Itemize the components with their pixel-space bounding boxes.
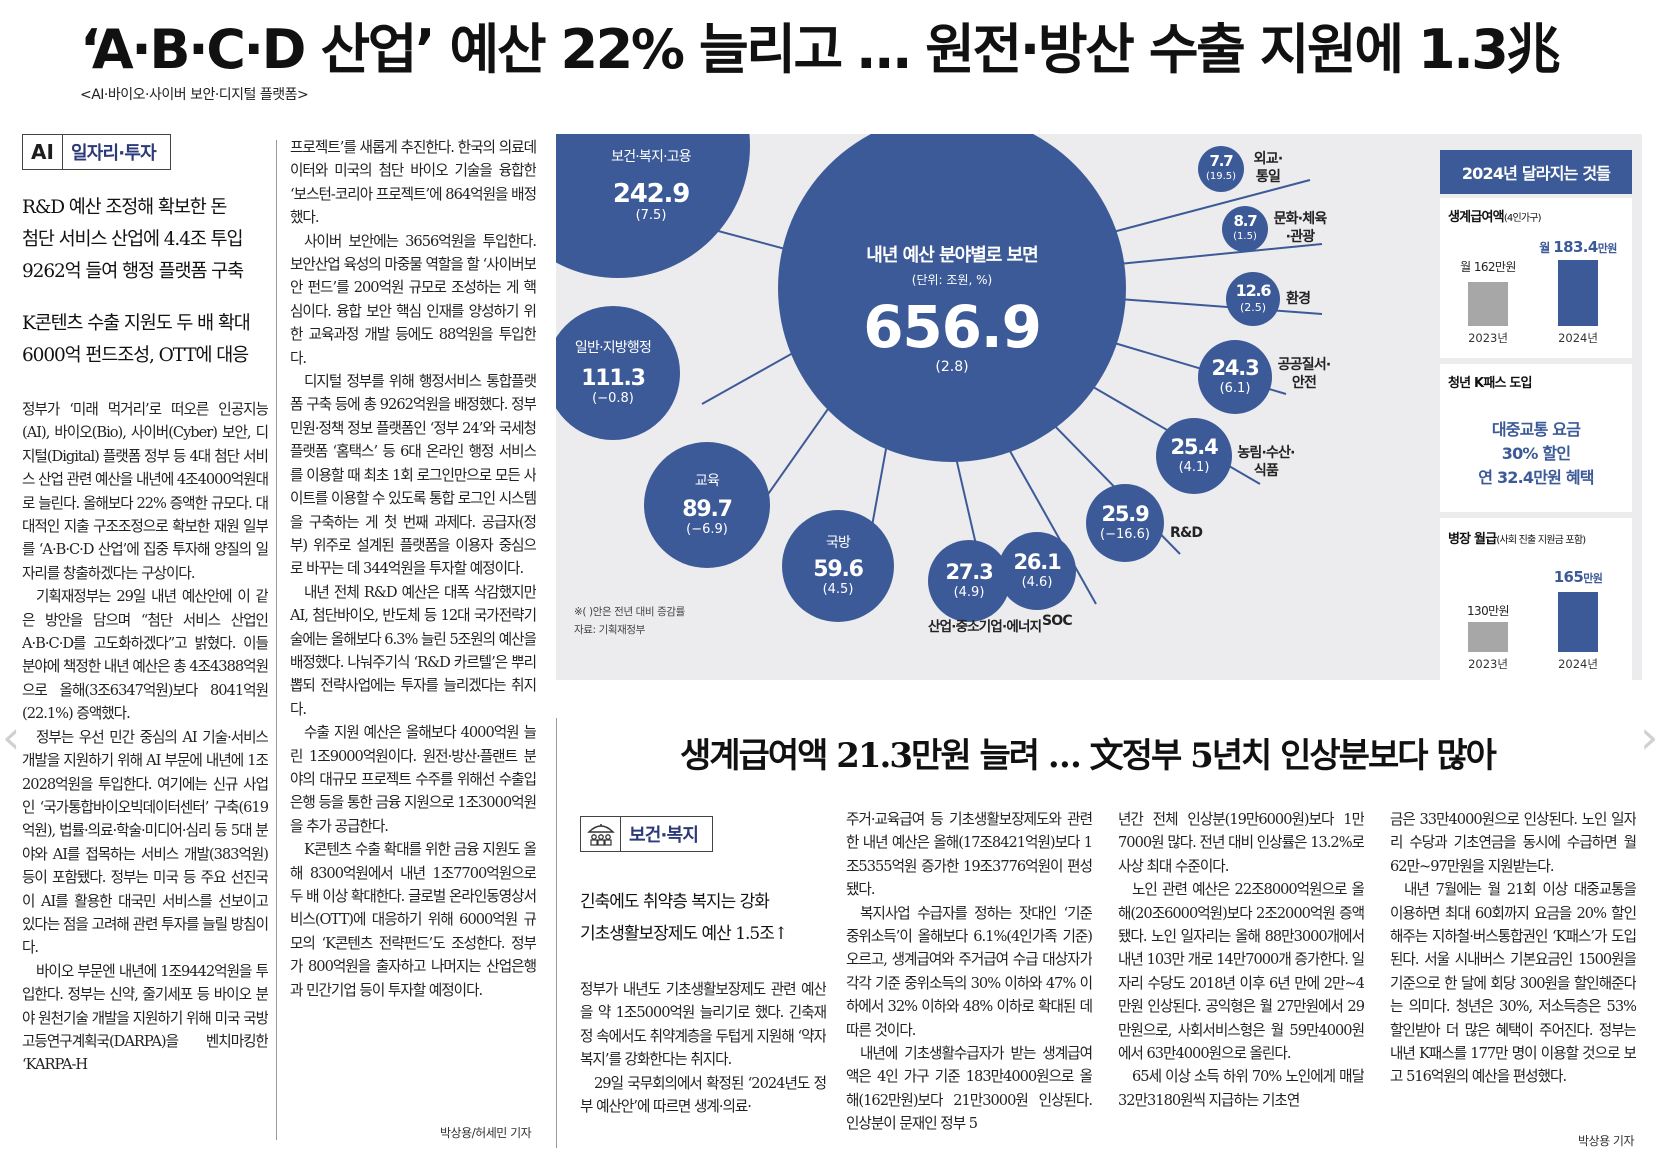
bar-2023	[1468, 282, 1508, 326]
paragraph: 내년 7월에는 월 21회 이상 대중교통을 이용하면 최대 60회까지 요금을…	[1390, 881, 1636, 1086]
bubble-education: 교육 89.7 (−6.9)	[644, 442, 770, 568]
bubble-foreign-affairs: 7.7 (19.5)	[1198, 146, 1244, 192]
chevron-left-icon[interactable]: ‹	[2, 710, 21, 764]
chevron-right-icon[interactable]: ›	[1640, 710, 1659, 764]
column-divider	[556, 718, 557, 1148]
paragraph: 65세 이상 소득 하위 70% 노인에게 매달 32만3180원씩 지급하는 …	[1118, 1068, 1364, 1109]
section-label: 보건·복지	[629, 825, 699, 846]
box-title: 청년 K패스 도입	[1448, 376, 1532, 391]
article2-column-3: 년간 전체 인상분(19만6000원)보다 1만7000원 많다. 전년 대비 …	[1118, 808, 1364, 1158]
article2-column-2: 주거·교육급여 등 기초생활보장제도와 관련한 내년 예산은 올해(17조842…	[846, 808, 1092, 1158]
paragraph: 프로젝트’를 새롭게 추진한다. 한국의 의료데이터와 미국의 첨단 바이오 기…	[290, 139, 536, 227]
year-label: 2023년	[1468, 331, 1508, 345]
headline-subhead: <AI·바이오·사이버 보안·디지털 플랫폼>	[80, 87, 309, 103]
paragraph: 바이오 부문엔 내년에 1조9442억원을 투입한다. 정부는 신약, 줄기세포…	[22, 962, 268, 1074]
article2-headline: 생계급여액 21.3만원 늘려 … 文정부 5년치 인상분보다 많아	[680, 736, 1497, 776]
panel-box-kpass: 청년 K패스 도입 대중교통 요금 30% 할인 연 32.4만원 혜택	[1440, 364, 1632, 512]
paragraph: 기획재정부는 29일 내년 예산안에 이 같은 방안을 담으며 “첨단 서비스 …	[22, 588, 268, 723]
panel-title: 2024년 달라지는 것들	[1440, 150, 1632, 194]
byline: 박상용 기자	[1578, 1134, 1635, 1148]
year-label: 2024년	[1558, 657, 1598, 671]
label-public-order: 공공질서·안전	[1277, 357, 1332, 391]
bubble-environment: 12.6 (2.5)	[1226, 272, 1280, 326]
section-label: 일자리·투자	[71, 143, 157, 164]
paragraph: 사이버 보안에는 3656억원을 투입한다. 보안산업 육성의 마중물 역할을 …	[290, 232, 536, 367]
box-title: 생계급여액(4인가구)	[1448, 210, 1542, 225]
bubble-culture: 8.7 (1.5)	[1222, 206, 1268, 252]
deck-article2: 긴축에도 취약층 복지는 강화 기초생활보장제도 예산 1.5조↑	[580, 892, 788, 944]
people-umbrella-icon	[581, 817, 621, 851]
paragraph: 노인 관련 예산은 22조8000억원으로 올해(20조6000억원)보다 2조…	[1118, 881, 1364, 1063]
label-soc: SOC	[1042, 613, 1073, 629]
deck-line: 9262억 들여 행정 플랫폼 구축	[22, 261, 244, 282]
article1-column-2: 프로젝트’를 새롭게 추진한다. 한국의 의료데이터와 미국의 첨단 바이오 기…	[290, 136, 536, 1118]
article2-column-4: 금은 33만4000원으로 인상된다. 노인 일자리 수당과 기초연금을 동시에…	[1390, 808, 1636, 1136]
ai-icon: AI	[23, 135, 63, 169]
section-tag-welfare: 보건·복지	[580, 816, 714, 852]
deck-line: 첨단 서비스 산업에 4.4조 투입	[22, 229, 243, 250]
panel-box-livelihood: 생계급여액(4인가구) 월 162만원 월 183.4만원 2023년 2024…	[1440, 198, 1632, 358]
bubble-soc: 26.1 (4.6)	[998, 532, 1076, 610]
bar-value-2024: 월 183.4만원	[1539, 238, 1617, 256]
paragraph: 수출 지원 예산은 올해보다 4000억원 늘린 1조9000억원이다. 원전·…	[290, 724, 536, 835]
box-title: 병장 월급(사회 진출 지원금 포함)	[1448, 532, 1586, 547]
label-culture: 문화·체육·관광	[1273, 211, 1328, 245]
section-tag-jobs: AI 일자리·투자	[22, 134, 171, 170]
label-rnd: R&D	[1170, 525, 1203, 541]
paragraph: K콘텐츠 수출 확대를 위한 금융 지원도 올해 8300억원에서 내년 1조7…	[290, 841, 536, 999]
year-label: 2024년	[1558, 331, 1598, 345]
paragraph: 복지사업 수급자를 정하는 잣대인 ‘기준 중위소득’이 올해보다 6.1%(4…	[846, 904, 1092, 1039]
paragraph: 년간 전체 인상분(19만6000원)보다 1만7000원 많다. 전년 대비 …	[1118, 811, 1364, 875]
paragraph: 정부가 ‘미래 먹거리’로 떠오른 인공지능(AI), 바이오(Bio), 사이…	[22, 401, 268, 582]
chart-note: ※( )안은 전년 대비 증감률	[574, 606, 685, 618]
paragraph: 내년 전체 R&D 예산은 대폭 삭감했지만 AI, 첨단바이오, 반도체 등 …	[290, 583, 536, 718]
paragraph: 내년에 기초생활수급자가 받는 생계급여액은 4인 가구 기준 183만4000…	[846, 1045, 1092, 1133]
bubble-general-admin: 일반·지방행정 111.3 (−0.8)	[556, 306, 680, 440]
bubble-agriculture: 25.4 (4.1)	[1156, 418, 1232, 494]
bubble-rnd: 25.9 (−16.6)	[1086, 484, 1164, 562]
paragraph: 정부가 내년도 기초생활보장제도 관련 예산을 약 1조5000억원 늘리기로 …	[580, 981, 826, 1069]
paragraph: 디지털 정부를 위해 행정서비스 통합플랫폼 구축 등에 총 9262억원을 배…	[290, 373, 536, 578]
year-label: 2023년	[1468, 657, 1508, 671]
chart-source: 자료: 기획재정부	[574, 624, 645, 636]
article1-column-1: 정부가 ‘미래 먹거리’로 떠오른 인공지능(AI), 바이오(Bio), 사이…	[22, 398, 268, 1148]
panel-box-soldier-pay: 병장 월급(사회 진출 지원금 포함) 130만원 165만원 2023년 20…	[1440, 518, 1632, 680]
label-industry: 산업·중소기업·에너지	[928, 619, 1042, 635]
bar-value-2023: 130만원	[1467, 604, 1510, 618]
column-divider	[276, 140, 277, 1140]
article2-column-1: 정부가 내년도 기초생활보장제도 관련 예산을 약 1조5000억원 늘리기로 …	[580, 978, 826, 1158]
bubble-public-order: 24.3 (6.1)	[1198, 340, 1272, 414]
paragraph: 금은 33만4000원으로 인상된다. 노인 일자리 수당과 기초연금을 동시에…	[1390, 811, 1636, 875]
bar-2023	[1468, 622, 1508, 652]
bubble-total: 내년 예산 분야별로 보면 (단위: 조원, %) 656.9 (2.8)	[778, 134, 1126, 462]
deck-line: R&D 예산 조정해 확보한 돈	[22, 197, 227, 218]
deck-line: 6000억 펀드조성, OTT에 대응	[22, 345, 249, 366]
bar-2024	[1558, 260, 1598, 326]
deck-line: K콘텐츠 수출 지원도 두 배 확대	[22, 313, 251, 334]
label-environment: 환경	[1286, 291, 1311, 307]
label-foreign-affairs: 외교·통일	[1253, 151, 1283, 185]
bar-2024	[1558, 592, 1598, 652]
deck-primary: R&D 예산 조정해 확보한 돈 첨단 서비스 산업에 4.4조 투입 9262…	[22, 192, 272, 288]
bubble-industry: 27.3 (4.9)	[928, 540, 1010, 622]
paragraph: 정부는 우선 민간 중심의 AI 기술·서비스 개발을 지원하기 위해 AI 부…	[22, 728, 268, 957]
bar-value-2023: 월 162만원	[1460, 260, 1516, 274]
bar-value-2024: 165만원	[1553, 568, 1603, 586]
kpass-benefit: 대중교통 요금 30% 할인 연 32.4만원 혜택	[1478, 420, 1594, 487]
byline: 박상용/허세민 기자	[440, 1126, 532, 1140]
paragraph: 29일 국무회의에서 확정된 ‘2024년도 정부 예산안’에 따르면 생계·의…	[580, 1074, 826, 1116]
label-agriculture: 농림·수산·식품	[1237, 445, 1295, 479]
paragraph: 주거·교육급여 등 기초생활보장제도와 관련한 내년 예산은 올해(17조842…	[846, 811, 1092, 899]
headline: ‘A·B·C·D 산업’ 예산 22% 늘리고 … 원전·방산 수출 지원에 1…	[80, 18, 1560, 81]
deck-secondary: K콘텐츠 수출 지원도 두 배 확대 6000억 펀드조성, OTT에 대응	[22, 308, 272, 372]
bubble-defense: 국방 59.6 (4.5)	[782, 510, 894, 622]
